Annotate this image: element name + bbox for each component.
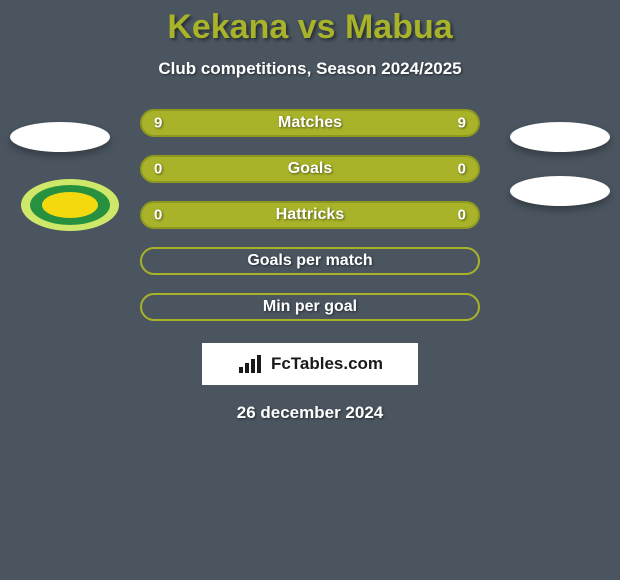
stat-row: Goals per match [140, 247, 480, 275]
page-title: Kekana vs Mabua [0, 8, 620, 47]
date-label: 26 december 2024 [0, 403, 620, 423]
stat-row: Min per goal [140, 293, 480, 321]
stat-left-value: 0 [154, 207, 162, 224]
stat-label: Hattricks [276, 206, 344, 224]
stat-label: Matches [278, 114, 342, 132]
logo-inner [42, 192, 98, 218]
stat-label: Min per goal [263, 298, 357, 316]
stat-label: Goals [288, 160, 332, 178]
fctables-label: FcTables.com [271, 354, 383, 374]
stat-label: Goals per match [247, 252, 372, 270]
stat-right-value: 0 [458, 207, 466, 224]
player-badge-left-1 [10, 122, 110, 152]
stat-row: 0 Hattricks 0 [140, 201, 480, 229]
club-logo-left [20, 178, 120, 232]
player-badge-right-2 [510, 176, 610, 206]
stat-right-value: 9 [458, 115, 466, 132]
stat-right-value: 0 [458, 161, 466, 178]
fctables-badge[interactable]: FcTables.com [202, 343, 418, 385]
content-wrapper: Kekana vs Mabua Club competitions, Seaso… [0, 0, 620, 580]
stat-row: 0 Goals 0 [140, 155, 480, 183]
player-badge-right-1 [510, 122, 610, 152]
stat-left-value: 9 [154, 115, 162, 132]
bars-icon [237, 353, 265, 375]
stat-row: 9 Matches 9 [140, 109, 480, 137]
stat-left-value: 0 [154, 161, 162, 178]
subtitle: Club competitions, Season 2024/2025 [0, 59, 620, 79]
